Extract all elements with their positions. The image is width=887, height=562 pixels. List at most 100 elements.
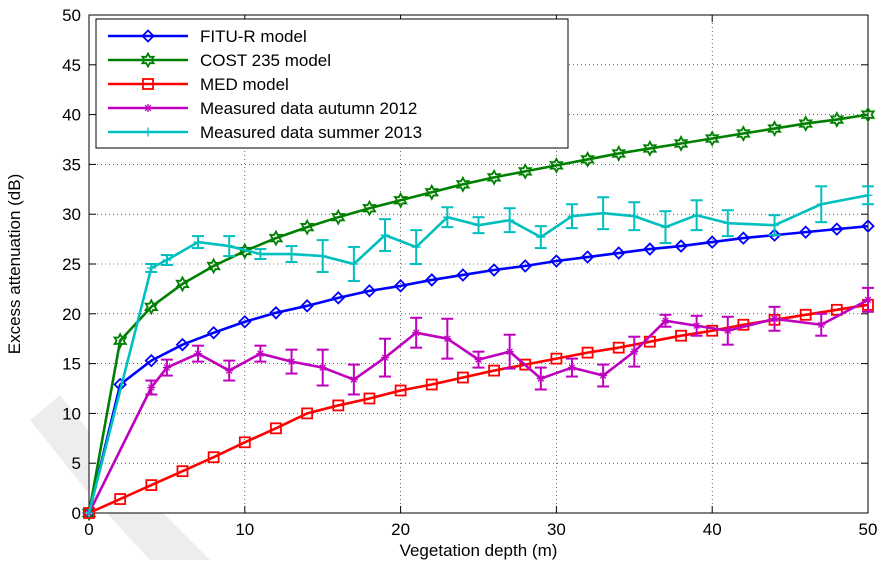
data-point	[536, 374, 545, 383]
data-point	[268, 229, 284, 247]
legend-marker	[140, 51, 156, 69]
y-tick-label: 35	[62, 155, 81, 174]
marker-stroke	[631, 348, 638, 355]
data-point	[861, 219, 875, 233]
x-tick-label: 10	[235, 520, 254, 539]
data-point	[486, 168, 502, 186]
y-tick-label: 25	[62, 255, 81, 274]
data-point	[599, 371, 608, 380]
legend-marker	[143, 127, 153, 137]
data-point	[224, 241, 234, 251]
data-point	[643, 242, 657, 256]
data-point	[162, 363, 171, 372]
data-point	[256, 349, 265, 358]
data-point	[598, 208, 608, 218]
data-point	[332, 399, 345, 412]
data-point	[175, 337, 190, 352]
data-point	[549, 156, 564, 174]
data-point	[301, 407, 314, 420]
data-point	[611, 246, 626, 260]
data-point	[270, 422, 282, 435]
data-point	[723, 218, 733, 228]
series-1	[81, 106, 876, 522]
marker-stroke	[319, 364, 326, 371]
series-4	[84, 185, 874, 518]
y-tick-label: 50	[62, 6, 81, 25]
marker-stroke	[288, 358, 295, 365]
data-point	[770, 220, 780, 230]
data-point	[519, 358, 532, 371]
data-point	[393, 279, 408, 293]
data-point	[299, 218, 315, 236]
data-point	[424, 183, 440, 201]
marker-stroke	[194, 350, 202, 357]
series-2	[83, 298, 874, 519]
legend-marker	[142, 78, 154, 90]
data-point	[692, 321, 701, 330]
data-point	[457, 371, 469, 384]
data-point	[349, 375, 358, 384]
marker-stroke	[817, 321, 825, 329]
data-point	[331, 291, 346, 305]
y-tick-label: 45	[62, 56, 81, 75]
marker-stroke	[163, 364, 171, 371]
data-point	[863, 190, 873, 200]
marker-stroke	[568, 364, 576, 371]
data-point	[145, 479, 158, 492]
data-point	[864, 295, 872, 304]
y-tick-label: 30	[62, 205, 81, 224]
y-tick-label: 10	[62, 404, 81, 423]
y-tick-label: 5	[72, 454, 81, 473]
x-tick-label: 30	[547, 520, 566, 539]
series-3	[85, 286, 874, 517]
data-point	[817, 320, 826, 329]
data-point	[443, 334, 452, 343]
marker-stroke	[537, 375, 545, 382]
data-point	[207, 451, 220, 464]
data-point	[146, 263, 156, 273]
y-tick-label: 20	[62, 305, 81, 324]
grid	[89, 15, 868, 513]
legend-label: MED model	[200, 75, 289, 94]
data-point	[629, 211, 639, 221]
marker-stroke	[444, 335, 451, 342]
data-point	[349, 259, 359, 269]
data-point	[147, 383, 156, 392]
marker-stroke	[144, 104, 152, 112]
data-point	[661, 316, 670, 325]
data-point	[706, 324, 719, 337]
marker-stroke	[771, 315, 778, 323]
y-tick-label: 40	[62, 106, 81, 125]
data-point	[692, 210, 702, 220]
marker-stroke	[225, 367, 233, 374]
data-point	[611, 145, 627, 162]
data-point	[580, 150, 595, 168]
data-point	[412, 328, 421, 337]
data-point	[238, 436, 251, 449]
data-point	[550, 352, 563, 365]
data-point	[318, 363, 327, 372]
data-point	[474, 220, 483, 230]
marker-stroke	[724, 327, 732, 335]
data-point	[112, 332, 128, 350]
data-point	[84, 508, 94, 518]
data-point	[287, 249, 297, 259]
data-point	[330, 208, 346, 226]
data-point	[830, 303, 843, 316]
data-point	[144, 353, 159, 368]
data-point	[206, 325, 221, 340]
axis-ticks: 0 10 20 30 40 50 0 5 10 15 20 25 30 35 40 45 50	[62, 6, 877, 539]
data-point	[630, 347, 639, 356]
data-point	[225, 366, 234, 375]
series-layer	[81, 106, 876, 522]
x-tick-label: 40	[703, 520, 722, 539]
x-tick-label: 50	[859, 520, 878, 539]
x-tick-label: 20	[391, 520, 410, 539]
legend-item: Measured data summer 2013	[108, 123, 422, 142]
y-axis-label: Excess attenuation (dB)	[5, 174, 24, 354]
data-point	[723, 326, 732, 335]
data-point	[767, 120, 782, 137]
data-point	[816, 199, 826, 209]
legend-marker	[144, 104, 152, 112]
data-point	[487, 263, 501, 277]
